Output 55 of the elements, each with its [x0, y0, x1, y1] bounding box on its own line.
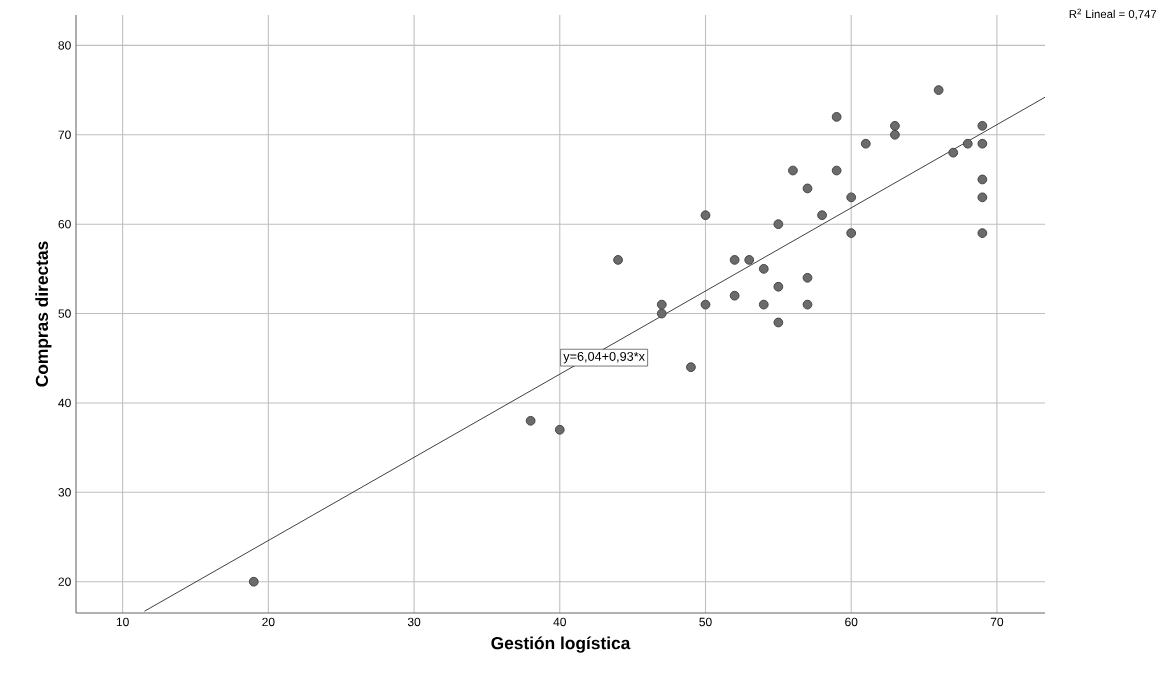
annotation: y=6,04+0,93*x: [563, 351, 645, 364]
y-axis-title: Compras directas: [35, 241, 52, 387]
point: [744, 255, 755, 265]
point: [700, 210, 711, 221]
point: [729, 290, 740, 301]
point: [890, 129, 900, 140]
point: [933, 85, 944, 95]
point: [846, 228, 857, 238]
x-tick-label: 60: [845, 617, 858, 627]
point: [656, 308, 667, 319]
point: [773, 281, 784, 292]
y-tick-label: 60: [58, 219, 71, 229]
point: [525, 415, 536, 426]
point: [248, 576, 259, 587]
point: [890, 120, 900, 131]
point: [788, 165, 798, 176]
y-tick-label: 80: [58, 41, 71, 50]
x-axis-title: Gestión logística: [491, 636, 631, 653]
point: [948, 147, 959, 158]
point: [802, 299, 813, 310]
point: [802, 183, 813, 194]
point: [977, 192, 988, 203]
x-tick-label: 70: [990, 617, 1004, 627]
point: [758, 263, 769, 274]
point: [758, 299, 769, 310]
x-tick-label: 50: [699, 617, 712, 627]
point: [817, 210, 827, 221]
point: [977, 138, 988, 149]
y-tick-label: 20: [58, 577, 71, 586]
point: [977, 174, 988, 185]
x-tick-label: 40: [553, 617, 566, 627]
point: [831, 165, 842, 176]
x-tick-label: 20: [262, 617, 275, 627]
point: [773, 219, 784, 230]
y-tick-label: 40: [58, 398, 71, 408]
point: [773, 317, 784, 328]
point: [860, 138, 871, 149]
point: [977, 228, 988, 238]
point: [802, 272, 813, 283]
point: [613, 255, 623, 265]
point: [656, 299, 667, 310]
point: [846, 192, 857, 203]
point: [729, 255, 740, 265]
x-tick-label: 30: [407, 617, 421, 627]
point: [686, 362, 696, 373]
point: [831, 112, 842, 122]
y-tick-label: 30: [58, 488, 71, 497]
x-tick-label: 10: [116, 617, 129, 627]
point: [977, 120, 988, 131]
point: [700, 299, 711, 310]
y-tick-label: 70: [58, 130, 71, 140]
y-tick-label: 50: [58, 309, 71, 318]
text: R$^{2}$ Lineal = 0,747: [1069, 8, 1157, 20]
point: [962, 138, 973, 149]
point: [554, 424, 565, 435]
